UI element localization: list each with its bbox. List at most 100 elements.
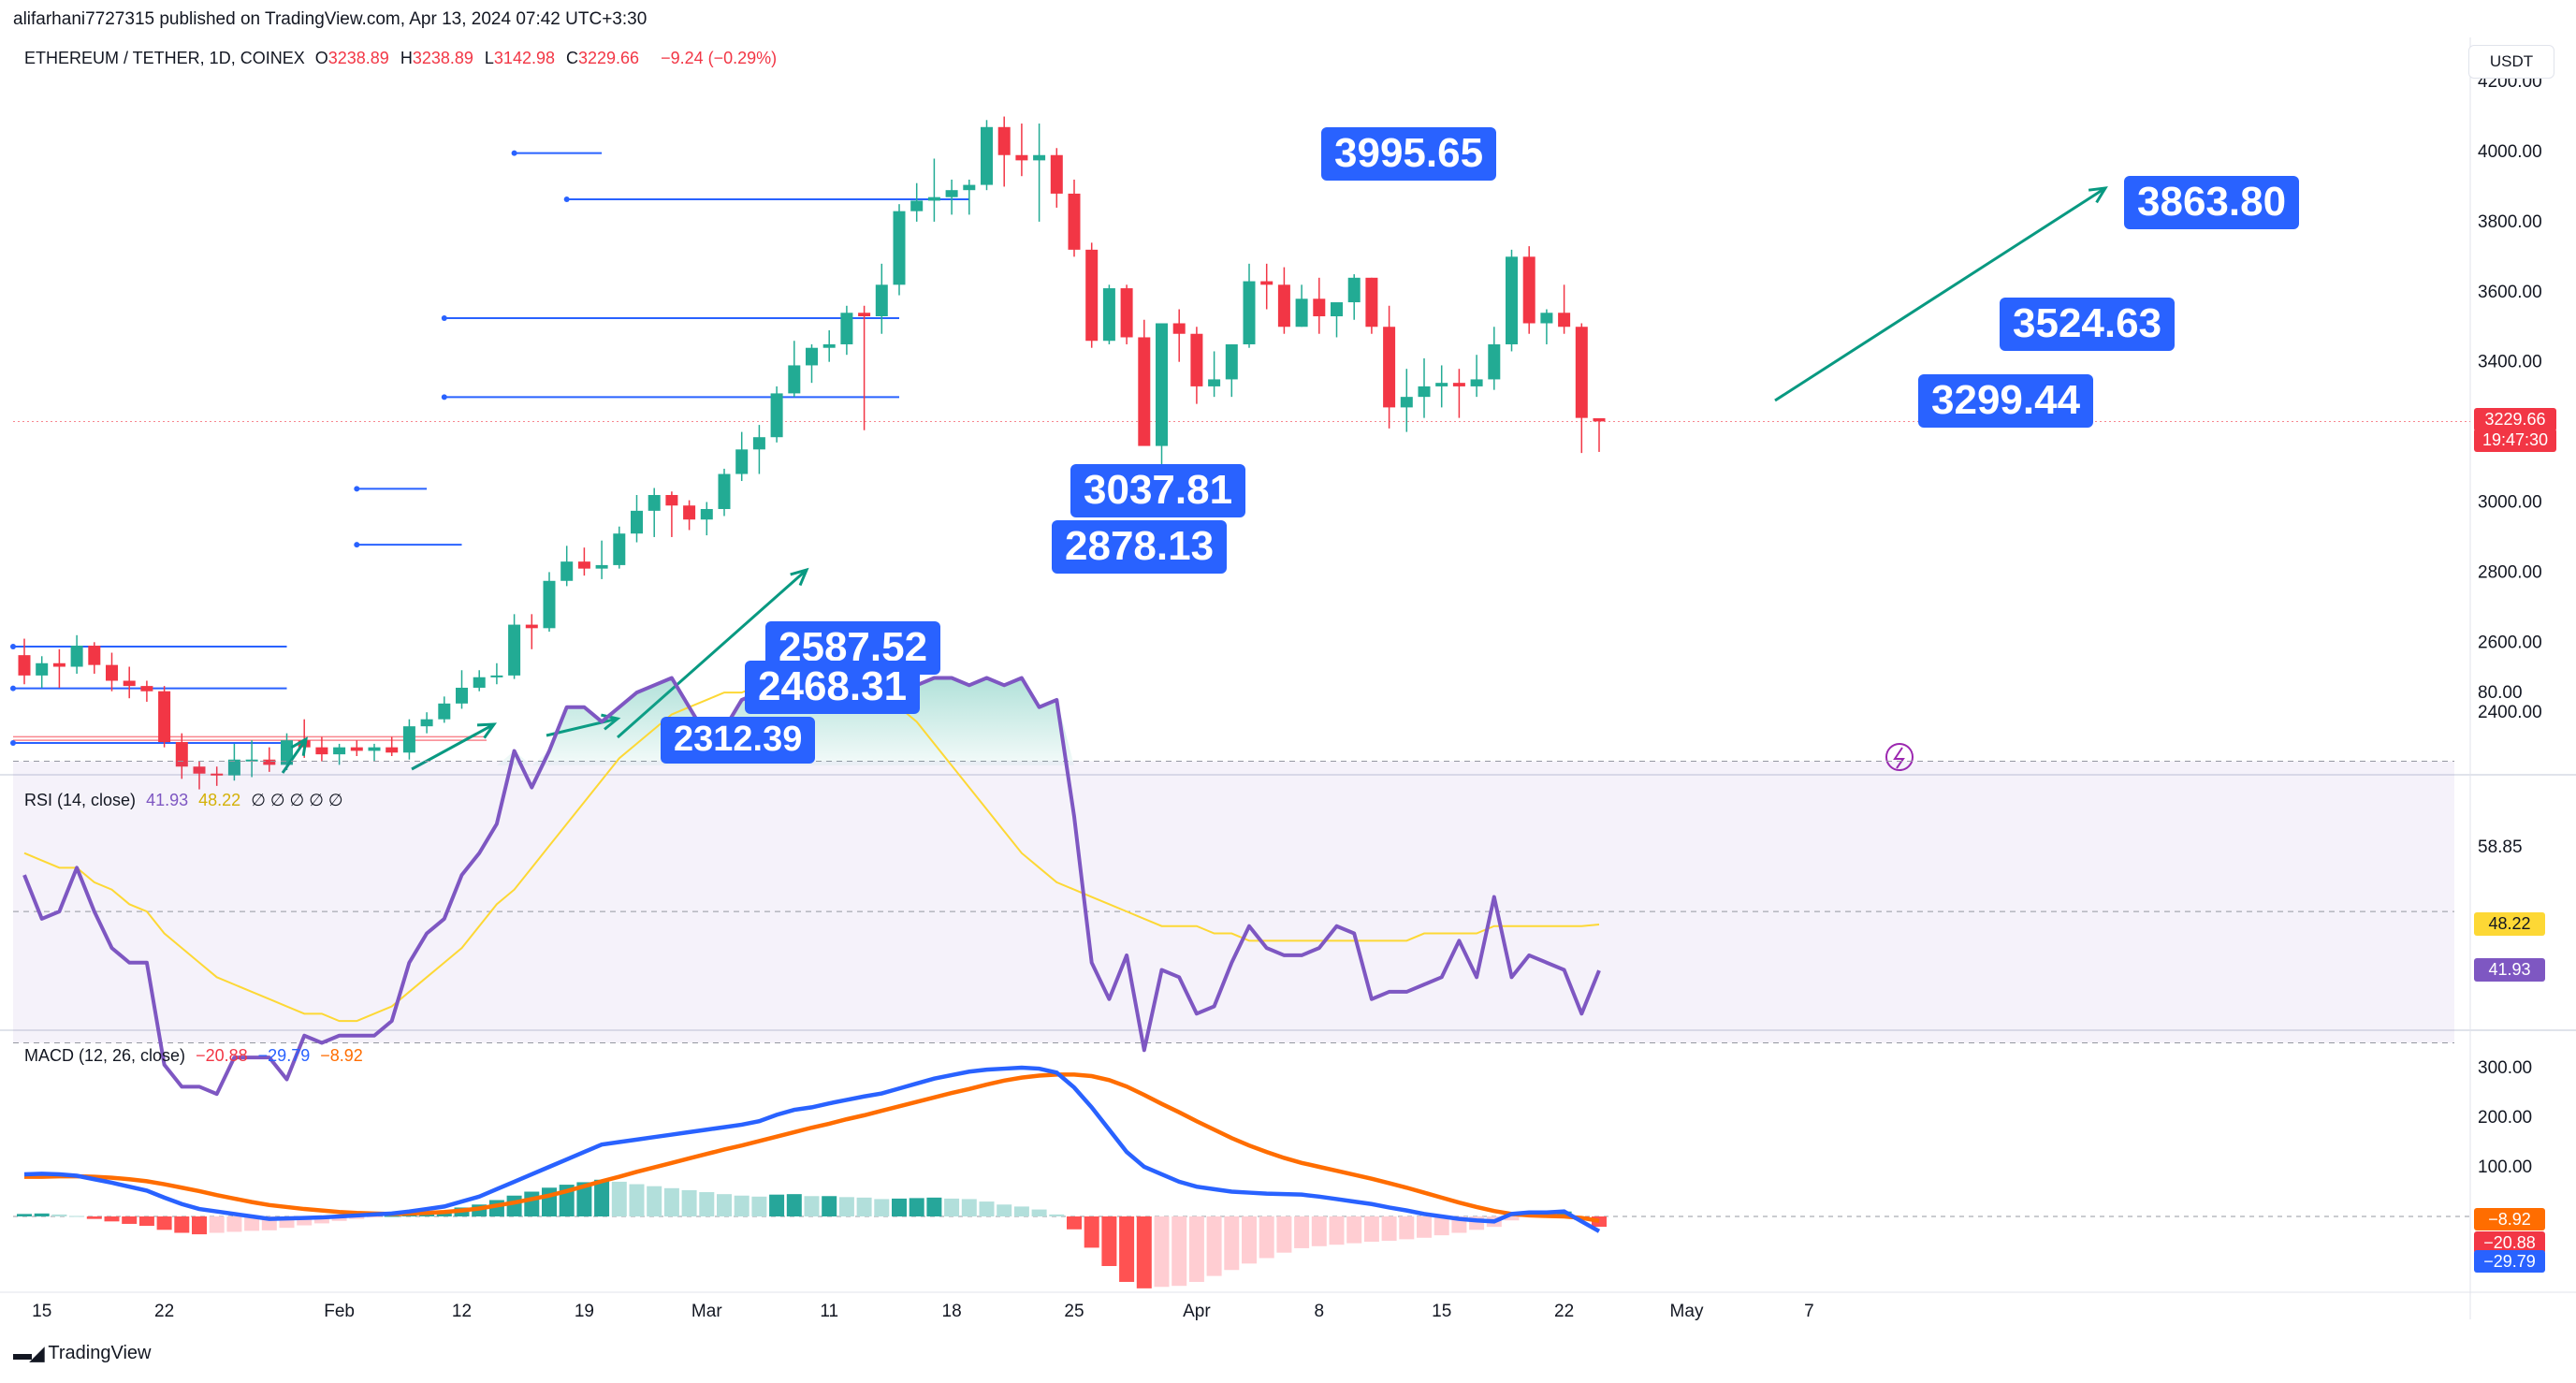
- price-tick: 2600.00: [2478, 633, 2542, 652]
- macd-hist-bar: [192, 1216, 207, 1235]
- candle-body: [1522, 256, 1535, 324]
- macd-hist-bar: [367, 1216, 382, 1218]
- candle-body: [752, 437, 765, 450]
- candle-body: [648, 495, 661, 511]
- candle-body: [840, 313, 853, 344]
- candle-body: [770, 393, 783, 438]
- currency-button[interactable]: USDT: [2468, 45, 2554, 79]
- candle-body: [806, 347, 818, 366]
- macd-hist-bar: [156, 1216, 172, 1230]
- time-tick: 12: [452, 1302, 472, 1321]
- level-label-3037-81: 3037.81: [1070, 464, 1246, 517]
- candle-body: [245, 759, 258, 762]
- time-tick: Mar: [691, 1302, 722, 1321]
- price-tick: 2400.00: [2478, 703, 2542, 722]
- macd-hist-bar: [1067, 1216, 1082, 1230]
- candle-body: [1260, 281, 1273, 285]
- macd-title: MACD (12, 26, close): [24, 1046, 186, 1065]
- level-anchor: [354, 542, 360, 548]
- candle-body: [1120, 288, 1133, 338]
- candle-body: [263, 759, 276, 765]
- level-anchor: [563, 197, 570, 203]
- candle-body: [963, 184, 976, 191]
- candle-body: [1313, 298, 1326, 317]
- macd-hist-bar: [226, 1216, 242, 1232]
- time-tick: 22: [154, 1302, 174, 1321]
- level-label-2312-39: 2312.39: [661, 717, 816, 764]
- macd-hist-bar: [34, 1213, 50, 1216]
- candle-body: [438, 703, 451, 720]
- candle-body: [18, 655, 31, 676]
- candle-body: [1506, 256, 1518, 344]
- candle-body: [175, 742, 188, 767]
- time-tick: Apr: [1183, 1302, 1211, 1321]
- candle-body: [858, 313, 871, 317]
- rsi-tick: 58.85: [2478, 837, 2523, 857]
- candle-body: [1400, 397, 1413, 408]
- macd-hist-bar: [1363, 1216, 1379, 1243]
- macd-hist-bar: [1329, 1216, 1345, 1245]
- macd-hist-bar: [1381, 1216, 1397, 1241]
- main-legend: ETHEREUM / TETHER, 1D, COINEX O3238.89 H3…: [24, 49, 782, 68]
- macd-legend: MACD (12, 26, close) −20.88 −29.79 −8.92: [24, 1046, 369, 1066]
- lightning-icon-bolt: [1893, 747, 1905, 769]
- candle-body: [1208, 379, 1221, 386]
- macd-hist-bar: [856, 1197, 872, 1216]
- macd-hist-bar: [1556, 1211, 1572, 1216]
- macd-hist-bar: [699, 1192, 715, 1216]
- macd-hist-bar: [1206, 1216, 1222, 1276]
- level-label-2878-13: 2878.13: [1052, 520, 1228, 574]
- candle-body: [997, 126, 1011, 155]
- macd-line-tag: −29.79: [2474, 1249, 2545, 1274]
- candle-body: [193, 766, 206, 774]
- macd-hist-bar: [174, 1216, 190, 1233]
- macd-hist-bar: [1101, 1216, 1117, 1266]
- macd-hist-bar: [734, 1195, 750, 1216]
- candle-body: [1172, 323, 1186, 334]
- macd-hist-bar: [892, 1198, 907, 1216]
- macd-hist-bar: [1049, 1214, 1065, 1216]
- trend-arrow-small-2: [411, 722, 495, 771]
- trend-arrow-main-head: [2088, 186, 2108, 204]
- ohlc-c: C3229.66: [566, 49, 640, 67]
- candle-body: [1593, 417, 1606, 422]
- candle-body: [543, 580, 556, 629]
- macd-hist-bar: [1188, 1216, 1204, 1282]
- candle-body: [1102, 288, 1115, 342]
- last-price-tag: 3229.66: [2474, 408, 2556, 432]
- macd-hist-bar: [611, 1181, 627, 1216]
- candle-body: [1085, 249, 1099, 342]
- macd-hist-bar: [1172, 1216, 1187, 1287]
- candle-body: [822, 343, 836, 348]
- candle-body: [106, 664, 118, 681]
- time-tick: 18: [942, 1302, 962, 1321]
- candle-body: [1015, 154, 1028, 161]
- tradingview-logo-icon: ▬◢: [13, 1344, 44, 1364]
- macd-signal-tag: −8.92: [2474, 1207, 2545, 1231]
- level-anchor: [441, 394, 447, 400]
- footer-brand: ▬◢ TradingView: [13, 1342, 151, 1365]
- rsi-legend: RSI (14, close) 41.93 48.22 ∅ ∅ ∅ ∅ ∅: [24, 791, 349, 810]
- candle-body: [788, 365, 801, 394]
- macd-tick: 200.00: [2478, 1108, 2532, 1128]
- candle-body: [875, 284, 888, 317]
- candle-body: [1470, 379, 1483, 386]
- macd-hist-bar: [86, 1216, 102, 1219]
- macd-hist-bar: [874, 1199, 890, 1216]
- macd-tick: 100.00: [2478, 1157, 2532, 1177]
- macd-hist-bar: [1084, 1216, 1099, 1248]
- candle-body: [1050, 154, 1063, 194]
- candle-body: [473, 677, 486, 688]
- macd-hist-bar: [979, 1201, 995, 1216]
- candle-body: [1277, 284, 1290, 328]
- macd-hist-bar: [524, 1191, 540, 1216]
- candle-body: [88, 646, 101, 665]
- candle-body: [386, 747, 399, 753]
- macd-hist-bar: [1294, 1216, 1310, 1248]
- candle-body: [456, 687, 468, 704]
- macd-hist-bar: [717, 1194, 732, 1216]
- candle-body: [368, 747, 381, 751]
- macd-hist-bar: [1242, 1216, 1257, 1264]
- macd-signal-value: −8.92: [320, 1046, 363, 1065]
